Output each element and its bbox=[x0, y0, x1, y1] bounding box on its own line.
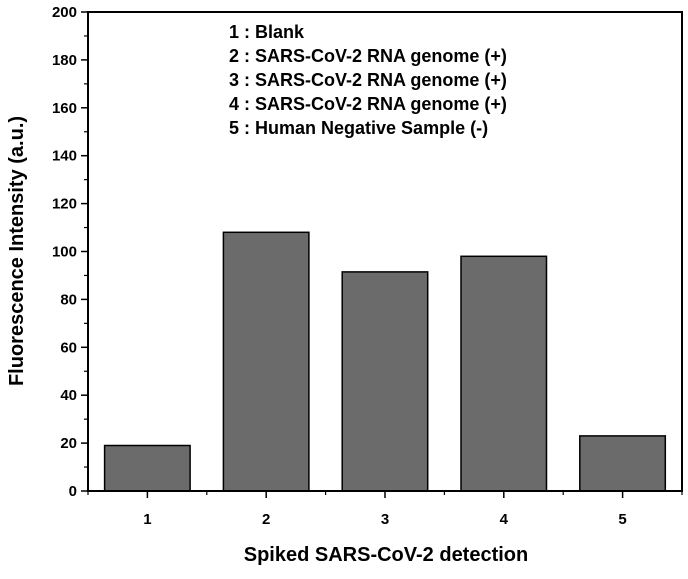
legend-entry-2: 2 : SARS-CoV-2 RNA genome (+) bbox=[229, 46, 507, 66]
y-tick-label-60: 60 bbox=[60, 339, 77, 356]
x-tick-label-3: 3 bbox=[381, 511, 389, 528]
bar-1 bbox=[103, 444, 191, 492]
x-tick-label-2: 2 bbox=[262, 511, 270, 528]
ticks-group: 0 20 40 60 80 100 120 140 160 180 200 1 2 3 4 5 bbox=[52, 4, 683, 528]
x-tick-label-1: 1 bbox=[143, 511, 151, 528]
legend-entry-1: 1 : Blank bbox=[229, 22, 305, 42]
legend-entry-4: 4 : SARS-CoV-2 RNA genome (+) bbox=[229, 94, 507, 114]
y-tick-label-80: 80 bbox=[60, 291, 77, 308]
bars-group bbox=[103, 231, 667, 492]
y-tick-label-20: 20 bbox=[60, 435, 77, 452]
bar-3 bbox=[341, 271, 429, 492]
legend-entry-3: 3 : SARS-CoV-2 RNA genome (+) bbox=[229, 70, 507, 90]
y-tick-label-180: 180 bbox=[52, 52, 77, 69]
y-tick-label-40: 40 bbox=[60, 387, 77, 404]
bar-2 bbox=[222, 231, 310, 492]
x-tick-label-4: 4 bbox=[500, 511, 509, 528]
bar-5 bbox=[579, 435, 667, 492]
y-tick-label-200: 200 bbox=[52, 4, 77, 21]
x-axis-title: Spiked SARS-CoV-2 detection bbox=[244, 544, 529, 566]
y-axis-title: Fluorescence Intensity (a.u.) bbox=[6, 116, 28, 386]
y-tick-label-100: 100 bbox=[52, 244, 77, 261]
legend-entry-5: 5 : Human Negative Sample (-) bbox=[229, 118, 488, 138]
legend: 1 : Blank 2 : SARS-CoV-2 RNA genome (+) 3 … bbox=[229, 22, 507, 138]
y-tick-label-140: 140 bbox=[52, 148, 77, 165]
y-tick-label-120: 120 bbox=[52, 196, 77, 213]
y-tick-label-160: 160 bbox=[52, 100, 77, 117]
bar-4 bbox=[460, 255, 548, 492]
y-tick-label-0: 0 bbox=[69, 483, 77, 500]
x-tick-label-5: 5 bbox=[618, 511, 626, 528]
